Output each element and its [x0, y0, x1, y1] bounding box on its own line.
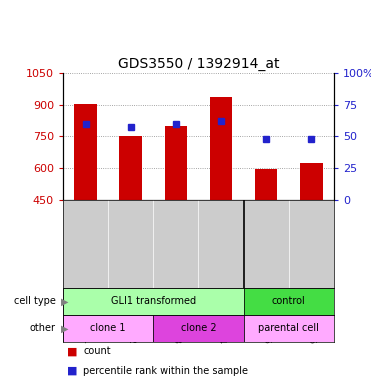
- Bar: [255, 169, 278, 200]
- Text: count: count: [83, 346, 111, 356]
- Bar: [153, 315, 244, 342]
- Bar: [63, 288, 244, 315]
- Text: other: other: [30, 323, 56, 333]
- Bar: [165, 126, 187, 200]
- Bar: [244, 288, 334, 315]
- Bar: [74, 104, 97, 200]
- Bar: [63, 315, 153, 342]
- Text: parental cell: parental cell: [258, 323, 319, 333]
- Text: ▶: ▶: [61, 323, 69, 333]
- Text: clone 1: clone 1: [91, 323, 126, 333]
- Bar: [300, 163, 323, 200]
- Title: GDS3550 / 1392914_at: GDS3550 / 1392914_at: [118, 56, 279, 71]
- Text: cell type: cell type: [14, 296, 56, 306]
- Text: ▶: ▶: [61, 296, 69, 306]
- Text: ■: ■: [67, 366, 77, 376]
- Text: clone 2: clone 2: [181, 323, 216, 333]
- Text: GLI1 transformed: GLI1 transformed: [111, 296, 196, 306]
- Bar: [119, 136, 142, 200]
- Text: ■: ■: [67, 346, 77, 356]
- Bar: [210, 97, 232, 200]
- Text: percentile rank within the sample: percentile rank within the sample: [83, 366, 249, 376]
- Bar: [244, 315, 334, 342]
- Text: control: control: [272, 296, 306, 306]
